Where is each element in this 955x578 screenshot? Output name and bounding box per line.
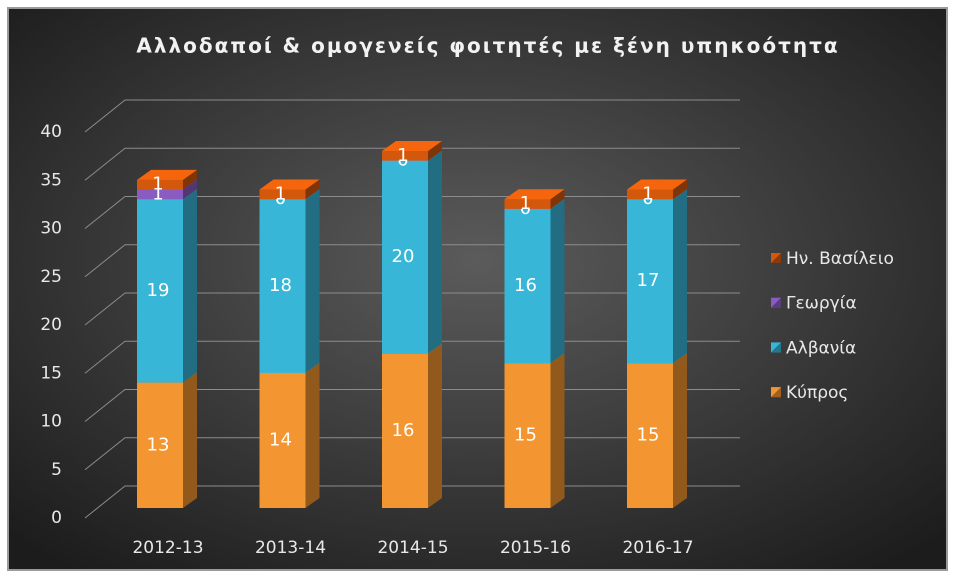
bar-side (673, 353, 687, 508)
bar-side (183, 179, 197, 200)
bar-side (183, 372, 197, 508)
bar-side (305, 362, 320, 508)
bar-front (137, 179, 183, 190)
bar-segment (382, 150, 442, 354)
y-tick-label: 20 (40, 315, 62, 335)
legend-label: Αλβανία (786, 338, 856, 358)
y-tick-label: 40 (40, 122, 62, 142)
legend-label: Κύπρος (786, 383, 848, 403)
y-tick-label: 15 (40, 363, 62, 383)
y-tick-label: 25 (40, 267, 62, 287)
x-tick-label: 2013-14 (255, 538, 326, 558)
data-label: 18 (269, 275, 292, 296)
legend-swatch-shade (771, 387, 781, 398)
bar-side (428, 140, 442, 161)
legend-swatch-shade (771, 253, 781, 263)
bar-side (550, 353, 565, 508)
bar-front (137, 189, 183, 200)
data-label: 1 (152, 183, 163, 204)
bar-front (627, 199, 673, 364)
bar-front (504, 199, 551, 209)
bar-top (259, 179, 320, 190)
bar-side (183, 169, 197, 190)
bar-front (627, 189, 673, 200)
y-tick-label: 30 (40, 219, 62, 239)
bar-front (259, 189, 306, 200)
bar-top (382, 140, 442, 151)
bar-side (428, 343, 442, 508)
x-tick-label: 2012-13 (132, 538, 203, 558)
bar-segment (137, 169, 197, 190)
data-label: 1 (152, 174, 163, 195)
bar-side (673, 189, 687, 364)
bar-segment (627, 353, 687, 508)
bar-front (382, 160, 428, 354)
bar-front (259, 372, 306, 508)
bar-front (259, 199, 306, 373)
bar-side (550, 198, 565, 364)
bar-side (428, 150, 442, 354)
data-label: 13 (147, 434, 170, 455)
y-tick-label: 35 (40, 170, 62, 190)
grid-line (84, 147, 740, 181)
y-tick-label: 5 (51, 460, 62, 480)
data-label: 14 (269, 429, 292, 450)
bar-front (504, 363, 551, 508)
bar-side (305, 189, 320, 373)
data-label: 1 (275, 183, 286, 204)
bar-side (305, 179, 320, 200)
bar-front (137, 199, 183, 383)
legend-swatch-shade (771, 342, 781, 353)
y-tick-label: 10 (40, 412, 62, 432)
bar-segment (382, 140, 442, 161)
data-label: 15 (637, 425, 660, 446)
bar-top (137, 169, 197, 180)
grid-line (84, 99, 740, 133)
data-label: 15 (514, 425, 537, 446)
data-label: 19 (147, 280, 170, 301)
x-tick-label: 2016-17 (622, 538, 693, 558)
data-label: 16 (514, 275, 537, 296)
bar-side (673, 179, 687, 200)
data-label: 16 (392, 420, 415, 441)
chart-title: Αλλοδαποί & ομογενείς φοιτητές με ξένη υ… (136, 34, 839, 58)
bar-side (183, 189, 197, 383)
bar-segment (504, 189, 565, 209)
data-label: 20 (392, 246, 415, 267)
legend-swatch-shade (771, 297, 781, 308)
data-label: 17 (637, 270, 660, 291)
legend-label: Γεωργία (786, 294, 857, 314)
bar-segment (627, 179, 687, 200)
data-label: 1 (520, 193, 531, 214)
bar-segment (259, 179, 320, 200)
data-label: 1 (642, 183, 653, 204)
bar-side (550, 189, 565, 209)
x-tick-label: 2015-16 (500, 538, 571, 558)
bar-front (504, 208, 551, 364)
x-tick-label: 2014-15 (377, 538, 448, 558)
data-label: 1 (397, 145, 408, 166)
bar-front (382, 353, 428, 508)
bar-front (627, 363, 673, 508)
bar-top (504, 189, 565, 200)
bar-front (137, 382, 183, 508)
bar-top (627, 179, 687, 190)
legend-label: Ην. Βασίλειο (786, 249, 894, 269)
bar-segment (627, 189, 687, 364)
bar-front (382, 150, 428, 161)
y-tick-label: 0 (51, 508, 62, 528)
